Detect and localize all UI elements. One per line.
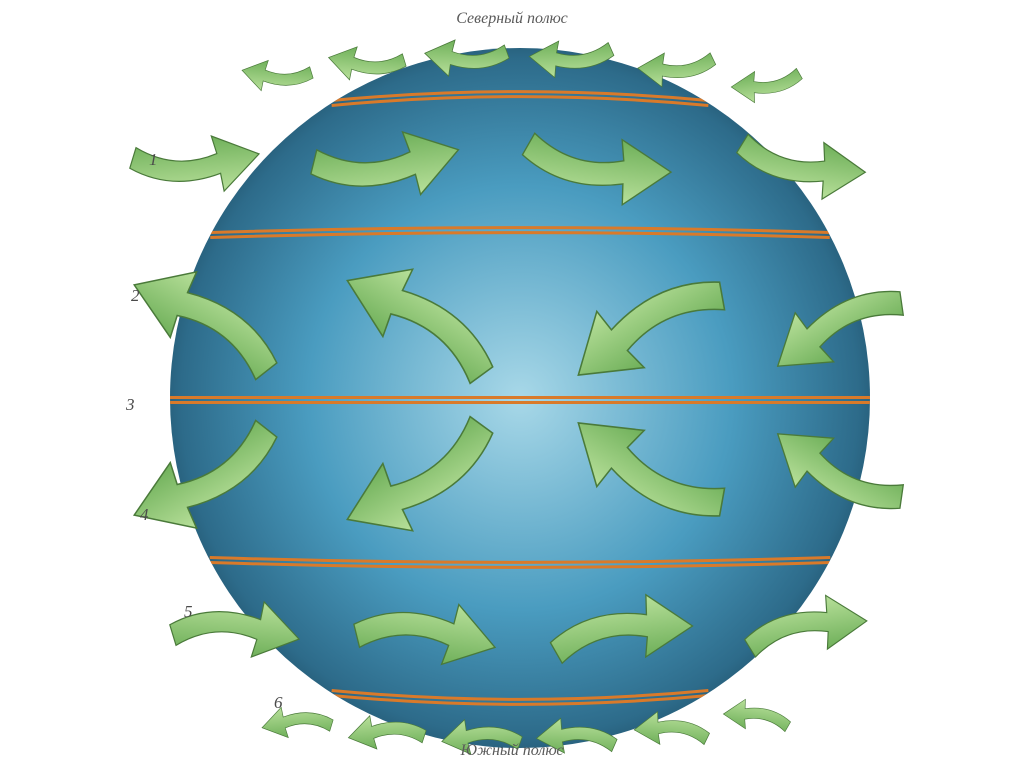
globe-diagram (0, 0, 1024, 767)
band-number-6: 6 (274, 693, 283, 713)
south-pole-label: Южный полюс (0, 742, 1024, 760)
wind-arrow-band-1 (240, 58, 314, 95)
band-number-4: 4 (140, 505, 149, 525)
band-number-3: 3 (126, 395, 135, 415)
north-pole-label: Северный полюс (0, 10, 1024, 28)
diagram-stage: Северный полюс Южный полюс 1 2 3 4 5 6 (0, 0, 1024, 767)
band-number-2: 2 (131, 286, 140, 306)
wind-arrow-band-1 (730, 65, 805, 105)
band-number-5: 5 (184, 602, 193, 622)
wind-arrow-band-6 (260, 703, 334, 740)
band-number-1: 1 (149, 150, 158, 170)
wind-arrow-band-6 (722, 697, 793, 735)
